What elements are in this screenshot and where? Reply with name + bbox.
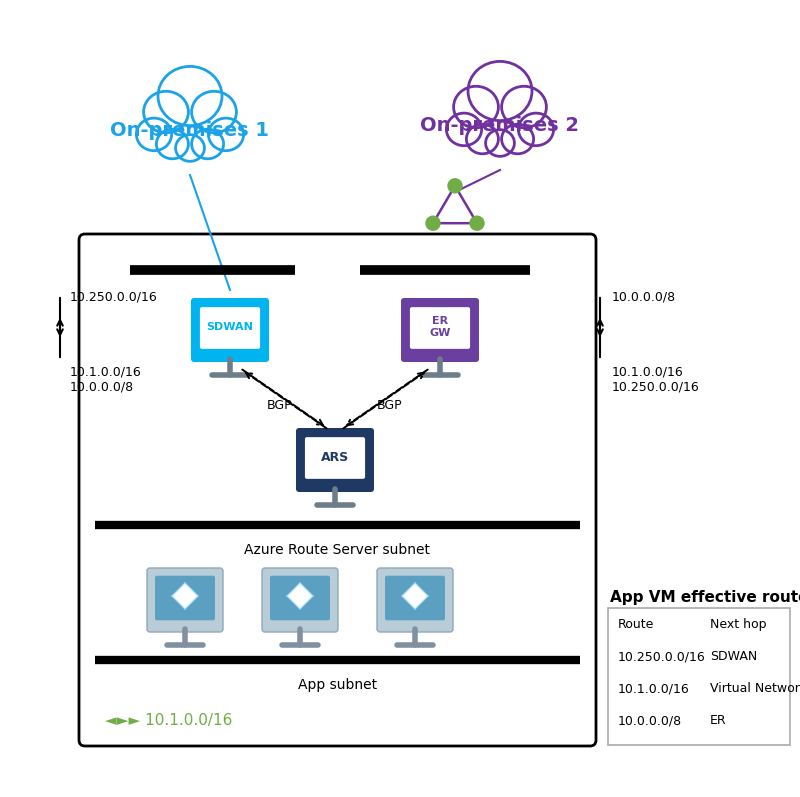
Text: 10.250.0.0/16: 10.250.0.0/16 [70, 290, 158, 303]
Circle shape [470, 216, 484, 230]
Text: Azure Route Server subnet: Azure Route Server subnet [245, 543, 430, 557]
Text: 10.0.0.0/8: 10.0.0.0/8 [612, 290, 676, 303]
Text: App subnet: App subnet [298, 678, 377, 692]
Text: ◄►► 10.1.0.0/16: ◄►► 10.1.0.0/16 [105, 713, 232, 728]
Text: BGP: BGP [267, 398, 293, 411]
Ellipse shape [176, 135, 205, 161]
Text: 10.1.0.0/16: 10.1.0.0/16 [618, 682, 690, 695]
Text: Virtual Network: Virtual Network [710, 682, 800, 695]
Text: 10.250.0.0/16: 10.250.0.0/16 [618, 650, 706, 663]
FancyBboxPatch shape [410, 307, 470, 349]
FancyBboxPatch shape [200, 307, 260, 349]
Circle shape [426, 216, 440, 230]
Text: ER
GW: ER GW [430, 316, 450, 338]
Bar [608, 608, 790, 745]
Text: ARS: ARS [321, 450, 349, 464]
Text: ER: ER [710, 714, 726, 727]
Text: 10.1.0.0/16
10.0.0.0/8: 10.1.0.0/16 10.0.0.0/8 [70, 365, 142, 393]
Text: Next hop: Next hop [710, 618, 766, 631]
Ellipse shape [486, 130, 514, 156]
Ellipse shape [454, 86, 498, 128]
Ellipse shape [144, 92, 189, 133]
Ellipse shape [502, 86, 546, 128]
FancyBboxPatch shape [262, 568, 338, 632]
Ellipse shape [208, 118, 243, 151]
Text: 10.1.0.0/16
10.250.0.0/16: 10.1.0.0/16 10.250.0.0/16 [612, 365, 700, 393]
FancyBboxPatch shape [270, 575, 330, 620]
Text: On-premises 1: On-premises 1 [110, 120, 270, 139]
FancyBboxPatch shape [155, 575, 215, 620]
Ellipse shape [158, 66, 222, 126]
Text: BGP: BGP [377, 398, 403, 411]
Ellipse shape [518, 113, 554, 146]
FancyBboxPatch shape [377, 568, 453, 632]
FancyBboxPatch shape [305, 437, 365, 479]
Text: Route: Route [618, 618, 654, 631]
FancyBboxPatch shape [385, 575, 445, 620]
Ellipse shape [466, 124, 498, 154]
Text: 10.0.0.0/8: 10.0.0.0/8 [618, 714, 682, 727]
FancyBboxPatch shape [401, 298, 479, 362]
Polygon shape [172, 583, 198, 609]
FancyBboxPatch shape [191, 298, 269, 362]
Ellipse shape [192, 129, 224, 159]
Polygon shape [402, 583, 428, 609]
Text: On-premises 2: On-premises 2 [421, 116, 579, 135]
Polygon shape [287, 583, 313, 609]
FancyBboxPatch shape [79, 234, 596, 746]
Ellipse shape [502, 124, 534, 154]
FancyBboxPatch shape [296, 428, 374, 492]
Ellipse shape [468, 61, 532, 120]
Circle shape [448, 179, 462, 193]
Text: SDWAN: SDWAN [206, 322, 254, 332]
Ellipse shape [136, 118, 171, 151]
Ellipse shape [157, 129, 189, 159]
Text: SDWAN: SDWAN [710, 650, 758, 663]
Ellipse shape [192, 92, 237, 133]
Text: App VM effective routes: App VM effective routes [610, 590, 800, 605]
Ellipse shape [446, 113, 482, 146]
FancyBboxPatch shape [147, 568, 223, 632]
